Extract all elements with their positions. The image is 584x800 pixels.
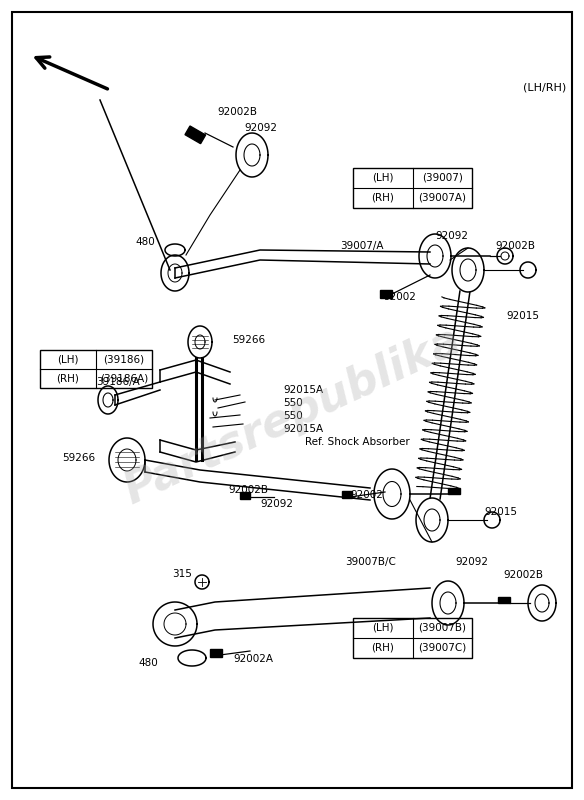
Bar	[380, 290, 392, 298]
Text: (LH): (LH)	[57, 354, 79, 365]
Text: 59266: 59266	[62, 453, 95, 463]
Text: (RH): (RH)	[371, 643, 394, 653]
Polygon shape	[153, 602, 197, 646]
Text: 92002B: 92002B	[503, 570, 543, 580]
Text: 92002: 92002	[350, 490, 383, 500]
Text: 92015: 92015	[484, 507, 517, 517]
Polygon shape	[432, 581, 464, 625]
Text: 92092: 92092	[455, 557, 488, 567]
Text: 39007B/C: 39007B/C	[345, 557, 396, 567]
Polygon shape	[419, 234, 451, 278]
Bar	[342, 491, 352, 498]
Text: 92002A: 92002A	[233, 654, 273, 664]
Bar	[40, 350, 152, 388]
Text: Ref. Shock Absorber: Ref. Shock Absorber	[305, 437, 410, 447]
Polygon shape	[161, 255, 189, 291]
Polygon shape	[416, 498, 448, 542]
Polygon shape	[374, 469, 410, 519]
Polygon shape	[165, 244, 185, 256]
Text: (LH): (LH)	[372, 173, 394, 183]
Bar	[185, 126, 206, 144]
Polygon shape	[98, 386, 118, 414]
Text: (LH): (LH)	[372, 623, 394, 633]
Text: 92092: 92092	[435, 231, 468, 241]
Text: 480: 480	[135, 237, 155, 247]
Text: (RH): (RH)	[57, 374, 79, 383]
Bar	[448, 488, 460, 494]
Text: 39186/A: 39186/A	[96, 377, 140, 387]
Polygon shape	[236, 133, 268, 177]
Text: (39007A): (39007A)	[418, 193, 466, 203]
Text: 92002B: 92002B	[228, 485, 268, 495]
Text: 92002B: 92002B	[495, 241, 535, 251]
Text: 92092: 92092	[245, 123, 277, 133]
Bar	[353, 168, 472, 208]
Polygon shape	[188, 326, 212, 358]
Text: 315: 315	[172, 569, 192, 579]
Polygon shape	[195, 575, 209, 589]
Bar	[353, 618, 472, 658]
Text: 92092: 92092	[260, 499, 293, 509]
Text: 59266: 59266	[232, 335, 265, 345]
Text: (39186A): (39186A)	[100, 374, 148, 383]
Text: Partsrepublika: Partsrepublika	[117, 319, 467, 513]
Text: (39007B): (39007B)	[418, 623, 466, 633]
Bar	[240, 492, 250, 499]
Text: 92015A: 92015A	[283, 424, 323, 434]
Text: 92002B: 92002B	[217, 107, 257, 117]
Polygon shape	[528, 585, 556, 621]
Text: 92002: 92002	[383, 292, 416, 302]
Text: 92015: 92015	[506, 311, 539, 321]
Text: (LH/RH): (LH/RH)	[523, 82, 566, 92]
Text: 39007/A: 39007/A	[340, 241, 384, 251]
Bar	[210, 649, 222, 657]
Text: 92015A: 92015A	[283, 385, 323, 395]
Text: 550: 550	[283, 398, 303, 408]
Bar	[498, 597, 510, 603]
Text: (RH): (RH)	[371, 193, 394, 203]
Text: (39007): (39007)	[422, 173, 463, 183]
Polygon shape	[452, 248, 484, 292]
Text: (39186): (39186)	[103, 354, 145, 365]
Polygon shape	[109, 438, 145, 482]
Text: (39007C): (39007C)	[418, 643, 467, 653]
Text: 480: 480	[138, 658, 158, 668]
Polygon shape	[178, 650, 206, 666]
Text: 550: 550	[283, 411, 303, 421]
